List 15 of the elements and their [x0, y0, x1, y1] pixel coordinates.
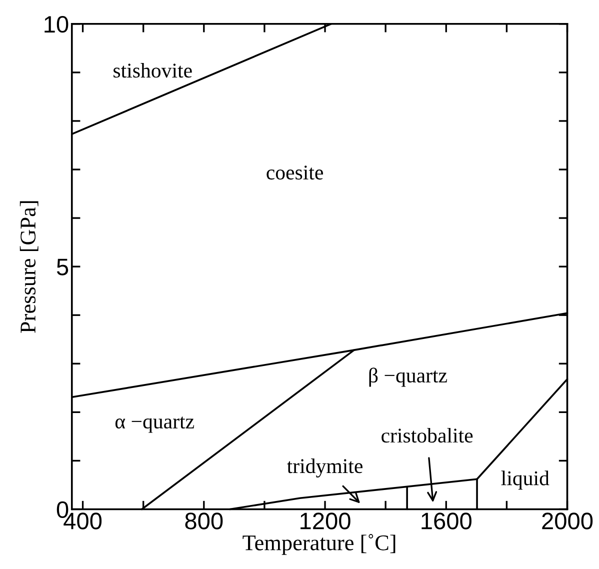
annotation: liquid	[501, 470, 550, 490]
y-tick-label: 5	[56, 258, 68, 276]
x-tick-label: 2000	[542, 512, 593, 530]
x-tick-label: 1200	[300, 512, 350, 530]
annotation: stishovite	[114, 62, 192, 78]
x-axis-title: Temperature [˚C]	[242, 534, 396, 555]
annotation: coesite	[266, 166, 323, 180]
y-tick-label: 10	[44, 16, 68, 33]
annotation: cristobalite	[382, 428, 473, 443]
y-axis-title: Pressure [GPa]	[20, 201, 38, 333]
x-tick-label: 800	[185, 512, 223, 530]
annotation: tridymite	[287, 458, 362, 478]
annotation: β −quartz	[369, 368, 447, 387]
x-tick-label: 1600	[422, 512, 472, 530]
annotation: α −quartz	[115, 416, 194, 433]
